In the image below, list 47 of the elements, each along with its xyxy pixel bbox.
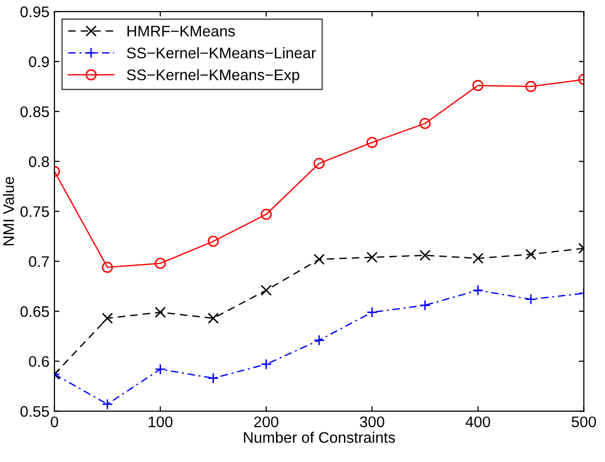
x-tick-label: 500 [572,416,596,428]
point [102,398,113,410]
y-tick-label: 0.65 [20,306,49,317]
point [525,80,536,92]
point [314,158,325,169]
point [260,358,272,370]
y-axis-title: NMI Value [2,176,14,246]
x-tick-label: 400 [466,416,490,428]
point [525,294,536,305]
point [472,80,484,92]
point [208,312,219,324]
point [366,252,378,263]
point [208,372,219,384]
point [419,300,431,311]
point [102,312,113,324]
legend-label: SS−Kernel−KMeans−Exp [126,69,300,84]
point [314,334,325,346]
x-tick-label: 200 [254,416,278,428]
point [154,258,166,269]
point [208,236,219,247]
point [314,254,325,265]
x-tick-label: 300 [360,416,384,428]
point [419,250,431,261]
x-tick-label: 100 [148,416,172,428]
y-tick-label: 0.9 [28,56,49,68]
y-tick-label: 0.85 [20,106,49,118]
point [419,118,431,129]
y-tick-label: 0.8 [28,156,49,168]
legend-label: HMRF−KMeans [128,26,235,37]
point [154,364,166,375]
point [472,284,484,296]
x-tick-label: 0 [50,416,58,428]
point [102,262,113,273]
point [260,284,272,296]
y-tick-label: 0.55 [20,406,49,417]
y-tick-label: 0.6 [28,356,49,367]
y-tick-label: 0.75 [20,206,49,218]
point [366,136,378,148]
legend-label: SS−Kernel−KMeans−Linear [126,47,316,58]
y-tick-label: 0.95 [20,6,49,18]
point [525,248,536,260]
y-tick-label: 0.7 [28,256,49,268]
point [260,208,272,220]
point [366,306,378,318]
point [472,252,484,264]
point [154,306,166,318]
x-axis-title: Number of Constraints [244,432,396,443]
